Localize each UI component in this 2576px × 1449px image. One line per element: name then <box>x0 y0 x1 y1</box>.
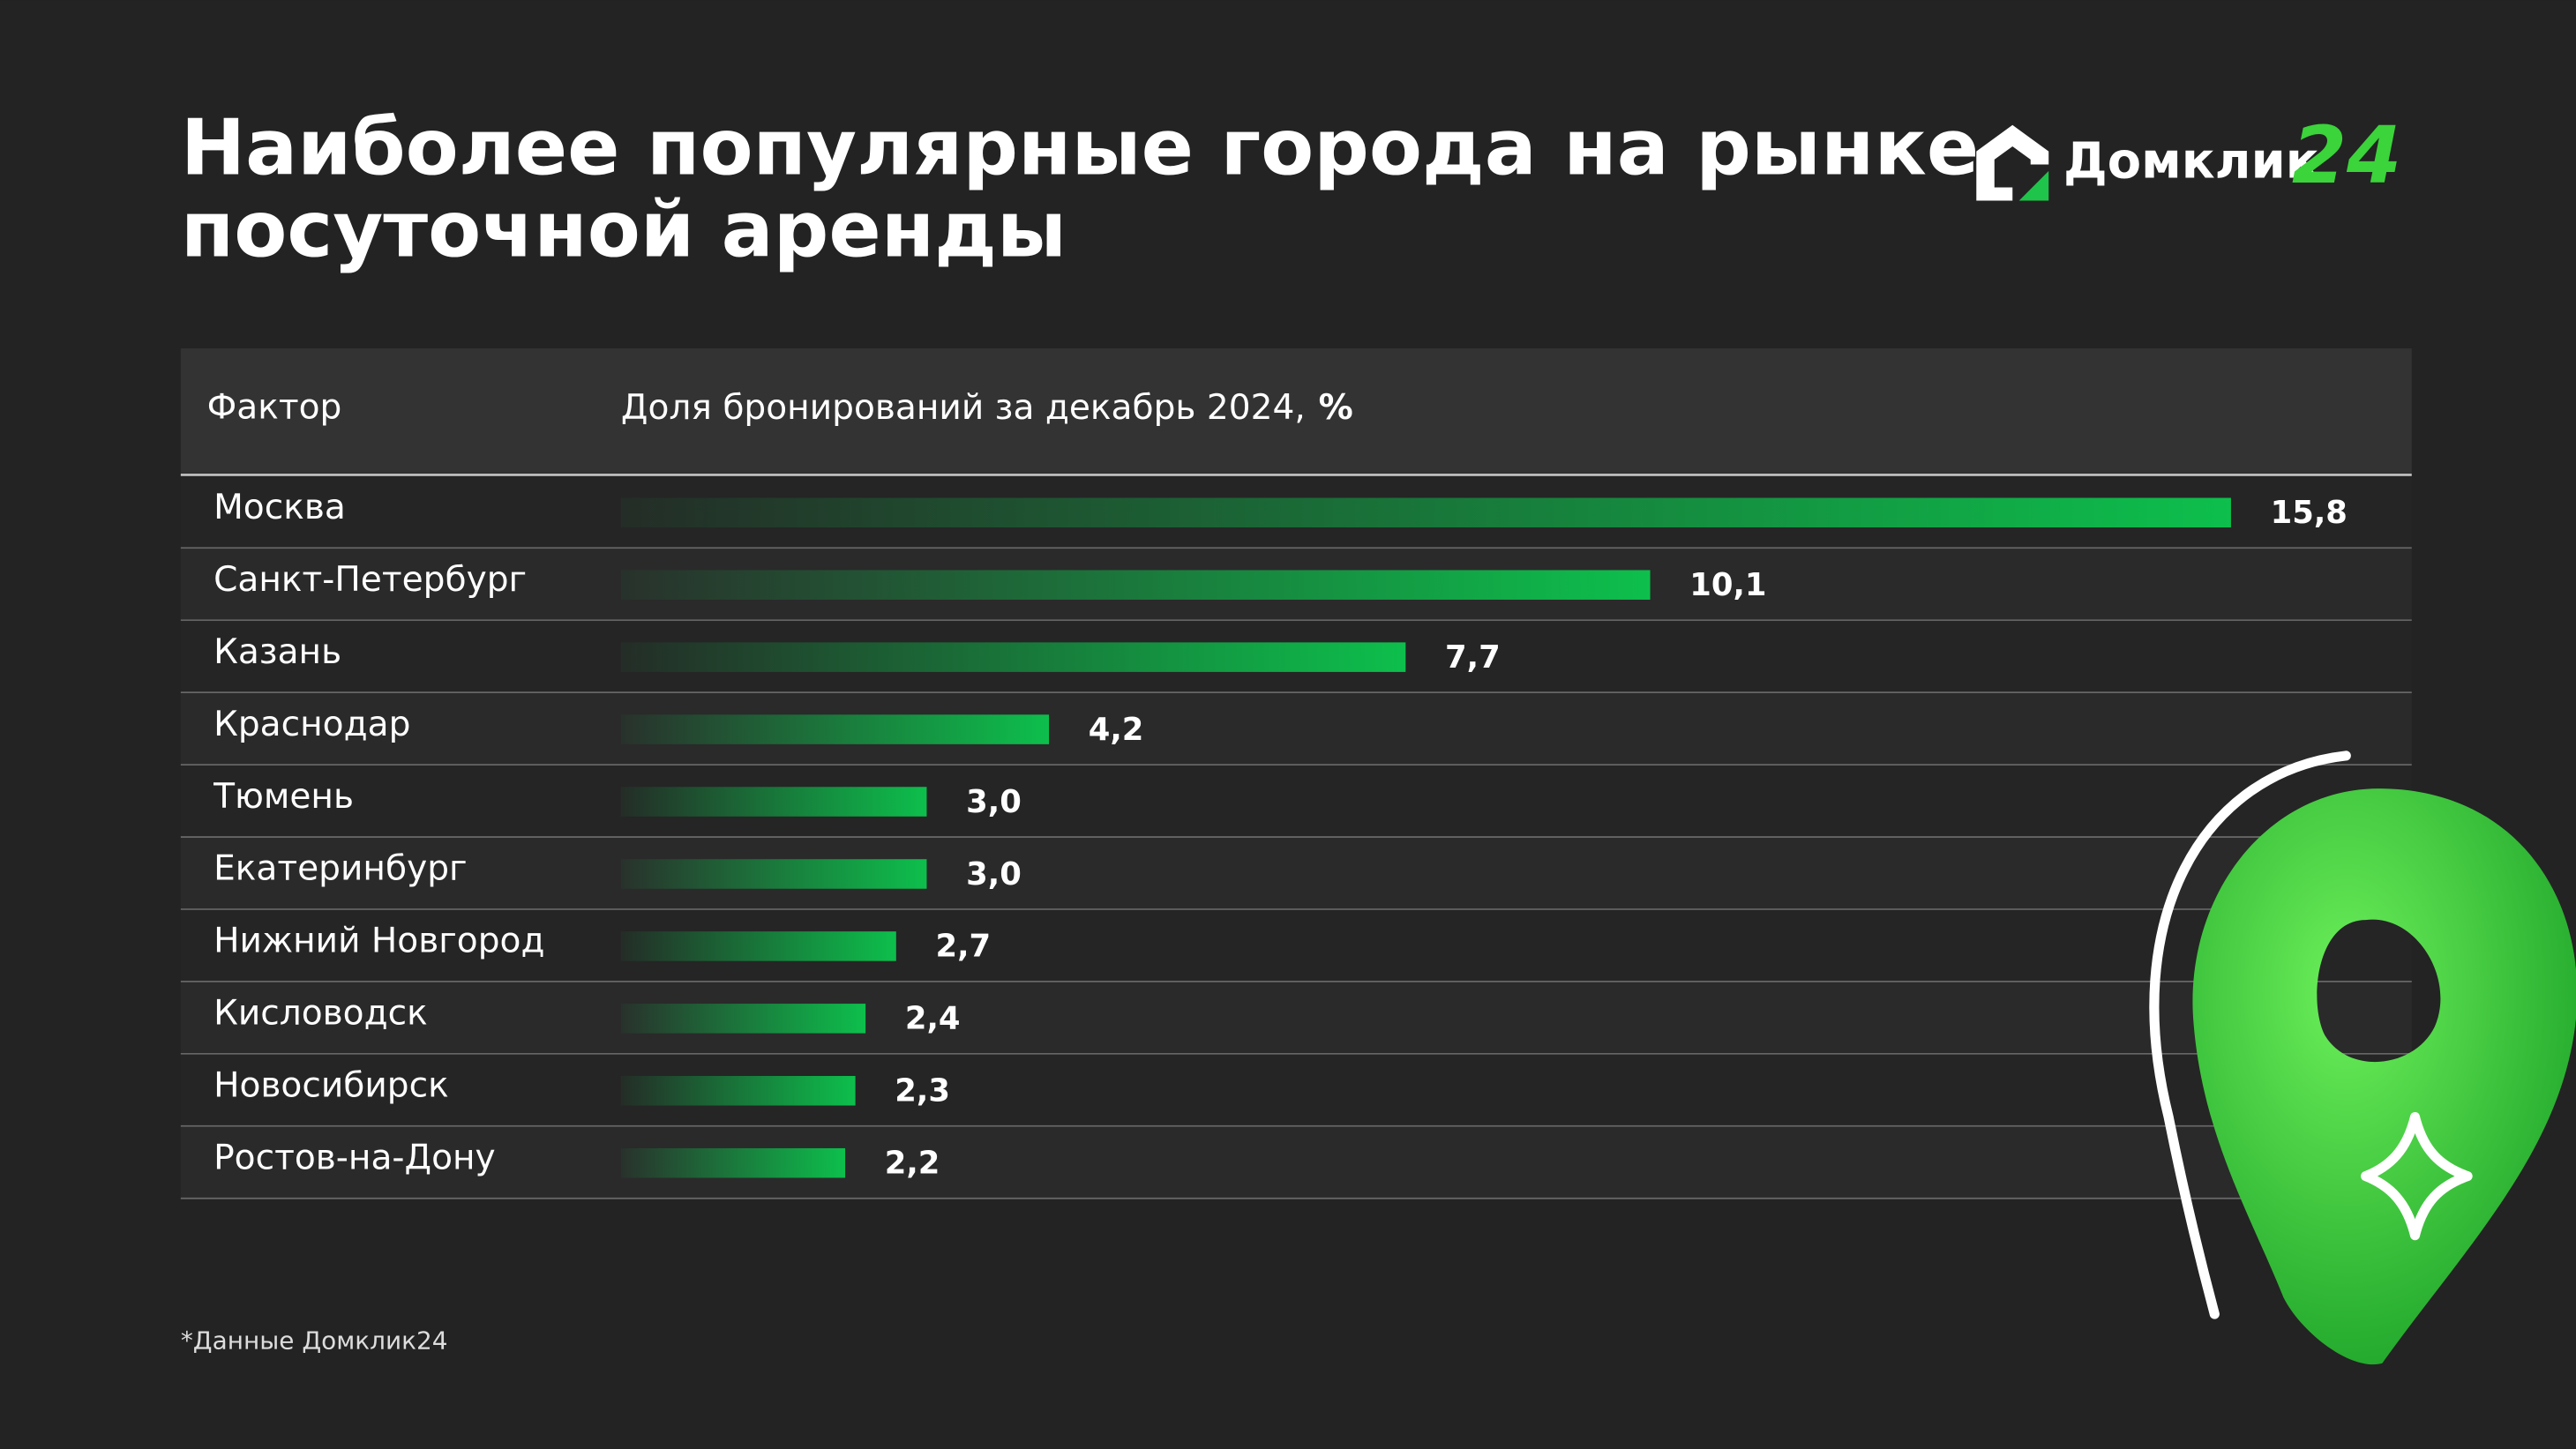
rows: Москва 15,8 Санкт-Петербург 10,1 Казань 7,7 Кр… <box>180 476 2412 1199</box>
value-label: 2,4 <box>905 1001 961 1037</box>
bar <box>620 714 1050 744</box>
category-label: Екатеринбург <box>213 849 467 889</box>
header-band <box>180 348 2412 474</box>
category-label: Санкт-Петербург <box>213 560 527 600</box>
bar <box>620 787 927 817</box>
chart-title: посуточной аренды <box>181 184 1067 274</box>
value-label: 2,2 <box>885 1146 940 1182</box>
category-label: Тюмень <box>213 777 354 817</box>
row-band <box>180 837 2412 909</box>
value-label: 7,7 <box>1445 639 1501 676</box>
value-label: 15,8 <box>2271 495 2348 531</box>
pin-illustration <box>2149 751 2576 1365</box>
value-label: 10,1 <box>1689 567 1766 603</box>
bar <box>620 497 2231 528</box>
bar <box>620 1004 866 1034</box>
sparkle <box>2361 1111 2473 1241</box>
value-label: 4,2 <box>1089 712 1144 748</box>
category-label: Краснодар <box>213 705 410 744</box>
row-band <box>180 982 2412 1053</box>
bar <box>620 642 1406 672</box>
chart-title: Наиболее популярные города на рынке <box>181 102 1979 192</box>
logo-suffix: 24 <box>2292 110 2401 202</box>
logo: Домклик 24 <box>1976 110 2401 202</box>
category-label: Москва <box>213 488 346 527</box>
bar <box>620 570 1651 600</box>
pin <box>2192 788 2576 1365</box>
bar <box>620 859 927 889</box>
category-label: Казань <box>213 632 341 672</box>
category-label: Новосибирск <box>213 1066 449 1106</box>
column-header-unit: % <box>1319 387 1353 427</box>
row-band <box>180 766 2412 837</box>
bar <box>620 1147 846 1178</box>
footnote: *Данные Домклик24 <box>181 1326 448 1356</box>
row-band <box>180 693 2412 765</box>
value-label: 2,7 <box>935 929 991 965</box>
column-header-text: Доля бронирований за декабрь 2024, <box>621 387 1306 427</box>
column-header: Фактор <box>207 387 342 427</box>
bar <box>620 931 896 961</box>
bar <box>620 1076 856 1106</box>
decor-arc <box>2149 751 2351 1319</box>
category-label: Кисловодск <box>213 994 428 1034</box>
category-label: Ростов-на-Дону <box>213 1138 496 1177</box>
row-band <box>180 1126 2412 1198</box>
logo-text: Домклик <box>2063 133 2319 190</box>
logo-icon <box>1976 124 2049 201</box>
category-label: Нижний Новгород <box>213 922 544 961</box>
row-band <box>180 909 2412 982</box>
column-header: Доля бронирований за декабрь 2024,% <box>621 387 1353 427</box>
value-label: 2,3 <box>895 1073 950 1109</box>
value-label: 3,0 <box>966 784 1022 820</box>
value-label: 3,0 <box>966 856 1022 893</box>
row-band <box>180 1054 2412 1125</box>
